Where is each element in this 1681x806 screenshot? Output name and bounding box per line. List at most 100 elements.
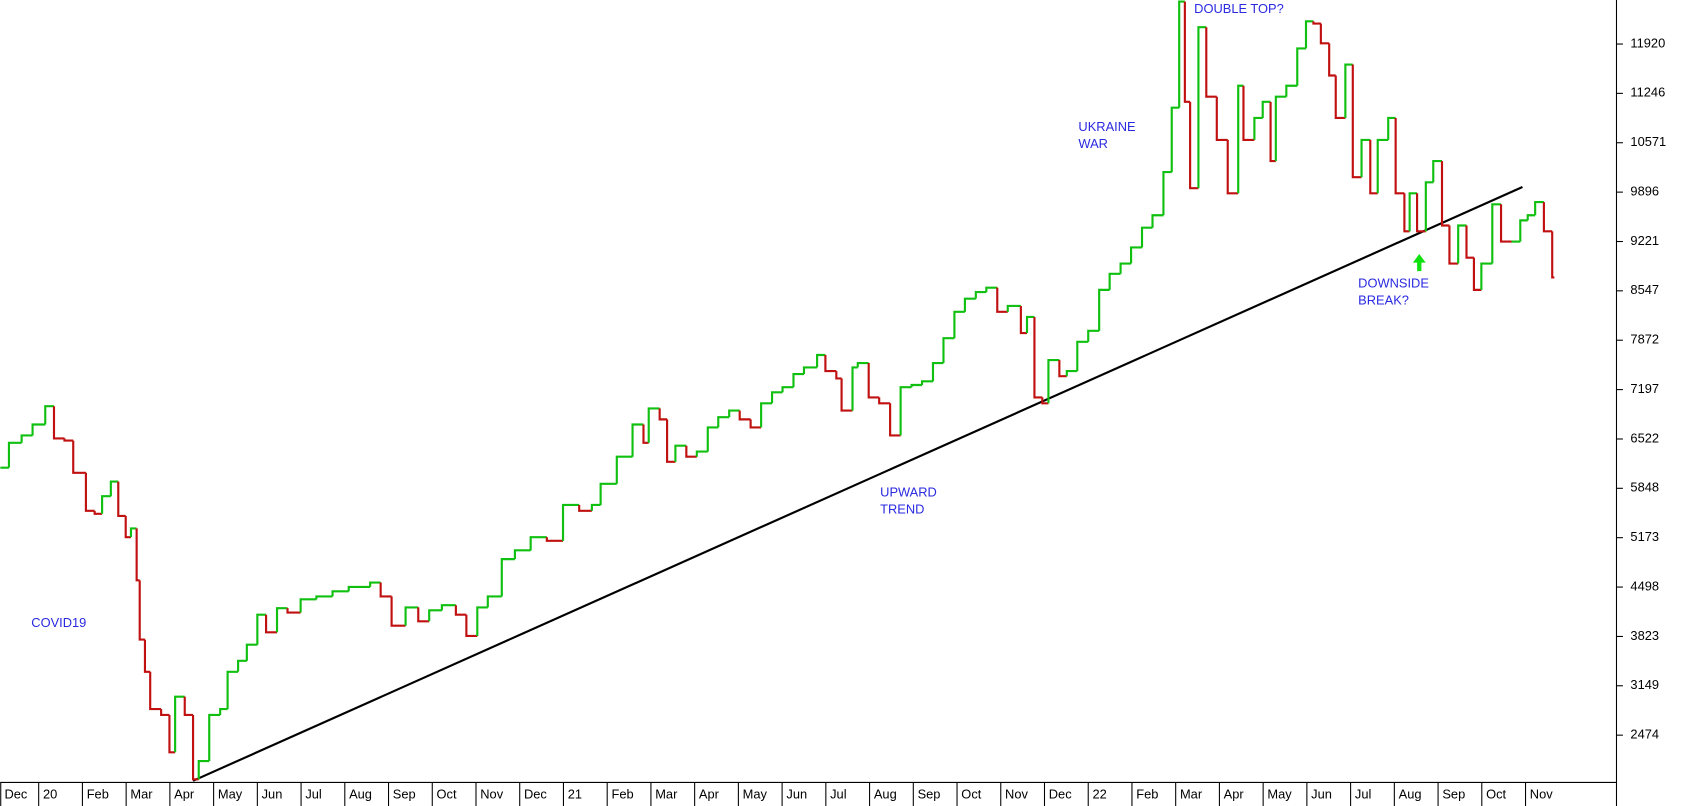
price-step [545,537,564,542]
x-tick-label: May [1267,787,1292,802]
x-axis: Dec 20 Feb Mar Apr May Jun Jul Aug Sep Oct Nov Dec 21… [0,782,1553,806]
price-step [417,607,430,623]
price-step [129,527,137,538]
price-step [878,397,891,405]
y-tick-label: 2474 [1630,727,1659,742]
price-step [666,419,676,463]
price-step [1087,329,1100,342]
x-tick-label: Aug [349,787,372,802]
price-step [749,419,762,429]
price-step [1472,257,1482,291]
price-step [245,643,258,661]
price-step [1480,262,1493,290]
x-tick-label: Nov [1005,787,1028,802]
price-step [835,371,842,380]
x-tick-label: May [218,787,243,802]
x-tick-label: Mar [130,787,153,802]
y-tick-label: 6522 [1630,430,1659,445]
x-tick-label: Jul [830,787,846,802]
price-step [1416,193,1426,233]
price-step [174,695,185,753]
y-tick-label: 5848 [1630,480,1659,495]
price-step [1312,21,1321,25]
x-tick-label: Feb [611,787,633,802]
price-step [7,441,22,468]
price-step [275,607,288,633]
price-step [1033,316,1043,399]
annotation: UKRAINE [1078,119,1136,134]
x-tick-label: Oct [437,787,457,802]
price-step [1130,246,1143,264]
x-tick-label: May [743,787,768,802]
price-step [1542,202,1553,233]
price-step [1457,224,1467,264]
price-step [1394,117,1405,195]
x-tick-label: Feb [87,787,109,802]
price-step [792,372,804,388]
y-tick-label: 3823 [1630,628,1659,643]
x-tick-label: Oct [961,787,981,802]
price-step [1387,116,1396,140]
price-step [760,402,773,428]
y-tick-label: 3149 [1630,677,1659,692]
x-tick-label: Aug [1399,787,1422,802]
price-step [1448,225,1459,265]
price-step [168,714,176,754]
price-step [109,480,119,497]
plot [0,0,1555,782]
price-step [138,580,145,641]
price-step [717,416,730,428]
price-step [889,403,901,437]
price-step [197,759,210,780]
price-step [1183,1,1191,103]
price-step [476,606,488,636]
price-step [1025,315,1035,334]
price-step [1424,181,1434,232]
price-step [1261,100,1271,118]
x-tick-label: Oct [1486,787,1506,802]
price-step [985,286,998,293]
price-step [63,438,74,442]
price-step [1491,203,1502,264]
price-step [124,515,131,539]
price-step [1065,370,1078,377]
x-tick-label: Jun [1311,787,1332,802]
price-step [1334,75,1346,120]
price-step [1519,219,1528,242]
price-step [1328,43,1336,77]
x-tick-label: 20 [43,787,57,802]
price-step [920,380,933,385]
price-step [52,406,65,440]
price-step [1205,27,1217,98]
x-tick-label: Dec [1049,787,1072,802]
price-step [856,361,869,368]
price-step [1304,20,1314,49]
price-step [428,609,442,622]
price-step [1019,305,1027,335]
y-tick-label: 8547 [1630,282,1659,297]
x-tick-label: Jul [305,787,321,802]
price-step [486,595,502,608]
price-step [404,606,419,626]
price-step [20,434,33,443]
price-step [1360,138,1371,178]
price-step [1108,272,1121,290]
y-tick-label: 9896 [1630,184,1659,199]
x-tick-label: Dec [4,787,27,802]
price-step [208,713,221,762]
price-step [1151,214,1164,228]
price-step [1465,225,1474,259]
x-tick-label: Feb [1136,787,1158,802]
price-step [728,409,740,418]
annotation: TREND [880,502,924,517]
price-step [1285,84,1298,97]
price-step [256,613,267,645]
y-tick-label: 4498 [1630,578,1659,593]
price-step [331,590,349,597]
price-step [1178,0,1185,108]
annotation: BREAK? [1358,293,1409,308]
x-tick-label: Jun [786,787,807,802]
price-step [1047,359,1060,404]
